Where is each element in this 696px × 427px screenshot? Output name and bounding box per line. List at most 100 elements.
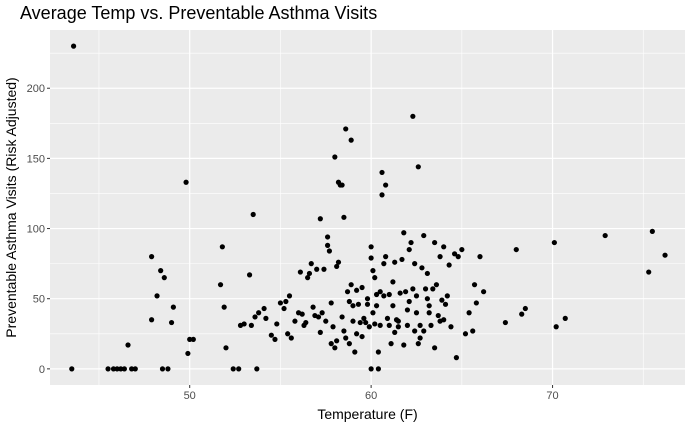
data-point [392, 259, 398, 265]
data-point [332, 154, 338, 160]
data-point [377, 289, 383, 295]
data-point [415, 341, 421, 347]
data-point [283, 298, 289, 305]
data-point [334, 338, 340, 344]
data-point [384, 315, 391, 321]
data-point [323, 318, 329, 324]
plot-panel [50, 30, 685, 385]
data-point [502, 319, 508, 326]
y-tick-label: 200 [27, 83, 45, 95]
data-point [453, 355, 459, 361]
data-point [268, 332, 274, 338]
data-point [368, 244, 374, 250]
data-point [375, 366, 381, 372]
x-axis-ticks: 50 60 70 [184, 385, 559, 402]
data-point [390, 303, 396, 309]
data-point [263, 315, 269, 321]
data-point [154, 293, 160, 299]
data-point [406, 246, 412, 253]
data-point [252, 314, 258, 320]
data-point [187, 336, 193, 342]
data-point [274, 321, 280, 327]
data-point [185, 350, 191, 357]
data-point [444, 293, 450, 299]
data-point [470, 328, 476, 334]
data-point [372, 275, 378, 281]
data-point [441, 244, 447, 250]
data-point [241, 321, 247, 327]
data-point [326, 248, 332, 254]
data-point [381, 293, 387, 299]
data-point [421, 232, 427, 239]
data-point [370, 310, 376, 316]
data-point [459, 246, 465, 253]
data-point [422, 286, 429, 292]
data-point [354, 331, 360, 337]
data-point [368, 366, 374, 372]
data-point [364, 296, 371, 302]
data-point [183, 179, 189, 185]
data-point [451, 251, 458, 257]
data-point [230, 366, 236, 372]
data-point [219, 244, 225, 250]
data-point [306, 270, 313, 277]
data-point [646, 269, 652, 275]
data-point [412, 328, 418, 334]
data-point [328, 300, 334, 306]
data-point [466, 310, 472, 316]
data-point [288, 335, 294, 341]
data-point [477, 254, 483, 260]
data-point [217, 282, 224, 288]
data-point [248, 322, 254, 328]
data-point [149, 254, 155, 260]
data-point [170, 304, 176, 310]
data-point [433, 282, 440, 288]
y-tick-label: 50 [33, 294, 45, 306]
data-point [424, 296, 430, 302]
data-point [455, 254, 461, 260]
data-point [161, 275, 167, 281]
data-point [308, 261, 314, 267]
data-point [439, 297, 445, 303]
y-tick-label: 100 [27, 224, 45, 236]
data-point [413, 293, 420, 299]
data-point [343, 126, 349, 132]
data-point [70, 43, 77, 49]
data-point [343, 335, 349, 341]
data-point [149, 317, 155, 323]
data-point [413, 310, 420, 316]
data-point [299, 311, 305, 317]
data-point [419, 265, 425, 271]
data-point [441, 317, 447, 323]
data-point [395, 324, 401, 330]
data-point [408, 239, 414, 246]
data-point [348, 137, 354, 143]
data-point [442, 301, 449, 307]
data-point [430, 286, 436, 292]
data-point [105, 366, 111, 372]
data-point [359, 333, 365, 340]
data-point [317, 329, 323, 335]
data-point [354, 287, 360, 293]
data-point [272, 336, 278, 342]
data-point [406, 298, 412, 305]
data-points [69, 43, 668, 372]
data-point [375, 349, 381, 355]
data-point [403, 289, 409, 295]
data-point [432, 345, 438, 351]
data-point [335, 259, 342, 265]
data-point [366, 324, 372, 330]
data-point [359, 284, 365, 291]
data-point [256, 310, 262, 316]
data-point [69, 366, 75, 372]
data-point [368, 255, 374, 261]
data-point [350, 318, 356, 324]
data-point [341, 328, 347, 334]
data-point [397, 290, 403, 296]
x-tick-label: 60 [365, 390, 377, 402]
data-point [165, 366, 171, 372]
data-point [352, 349, 358, 355]
data-point [334, 263, 340, 270]
y-axis-title: Preventable Asthma Visits (Risk Adjusted… [3, 77, 19, 337]
data-point [379, 192, 385, 198]
